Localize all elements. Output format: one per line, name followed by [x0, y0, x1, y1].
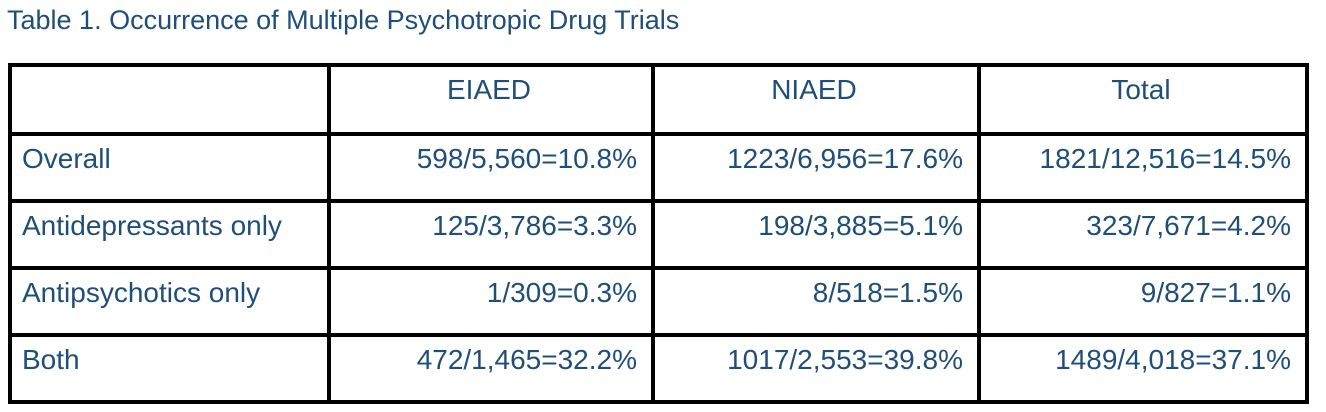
cell-antipsychotics-eiaed: 1/309=0.3%: [327, 266, 655, 337]
cell-antipsychotics-niaed: 8/518=1.5%: [651, 266, 981, 337]
cell-both-niaed: 1017/2,553=39.8%: [651, 333, 981, 404]
row-label-antipsychotics-only: Antipsychotics only: [8, 266, 331, 337]
cell-both-eiaed: 472/1,465=32.2%: [327, 333, 655, 404]
row-label-overall: Overall: [8, 132, 331, 203]
cell-antidepressants-total: 323/7,671=4.2%: [977, 199, 1309, 270]
column-header-niaed: NIAED: [651, 63, 981, 136]
cell-both-total: 1489/4,018=37.1%: [977, 333, 1309, 404]
row-label-antidepressants-only: Antidepressants only: [8, 199, 331, 270]
column-header-blank: [8, 63, 331, 136]
table-row-overall: Overall 598/5,560=10.8% 1223/6,956=17.6%…: [8, 132, 1309, 203]
cell-overall-total: 1821/12,516=14.5%: [977, 132, 1309, 203]
row-label-both: Both: [8, 333, 331, 404]
cell-antidepressants-niaed: 198/3,885=5.1%: [651, 199, 981, 270]
cell-antipsychotics-total: 9/827=1.1%: [977, 266, 1309, 337]
cell-antidepressants-eiaed: 125/3,786=3.3%: [327, 199, 655, 270]
data-table: EIAED NIAED Total Overall 598/5,560=10.8…: [8, 63, 1309, 404]
table-row-both: Both 472/1,465=32.2% 1017/2,553=39.8% 14…: [8, 333, 1309, 404]
column-header-eiaed: EIAED: [327, 63, 655, 136]
table-row-antipsychotics-only: Antipsychotics only 1/309=0.3% 8/518=1.5…: [8, 266, 1309, 337]
cell-overall-eiaed: 598/5,560=10.8%: [327, 132, 655, 203]
table-row-antidepressants-only: Antidepressants only 125/3,786=3.3% 198/…: [8, 199, 1309, 270]
cell-overall-niaed: 1223/6,956=17.6%: [651, 132, 981, 203]
column-header-total: Total: [977, 63, 1309, 136]
table-caption: Table 1. Occurrence of Multiple Psychotr…: [7, 5, 680, 35]
table-header-row: EIAED NIAED Total: [8, 63, 1309, 136]
